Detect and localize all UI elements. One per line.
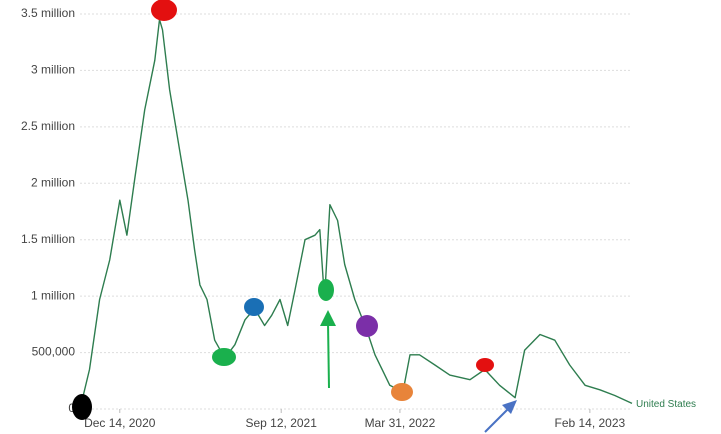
line [79, 18, 633, 410]
annotations [72, 0, 517, 433]
annotation-arrow-head [502, 400, 517, 414]
y-tick-label: 3 million [31, 63, 75, 77]
annotation-arrow [327, 321, 330, 389]
y-tick-label: 1.5 million [21, 232, 75, 246]
annotation-marker [476, 358, 494, 372]
annotation-arrow [484, 408, 509, 433]
annotation-marker [151, 0, 177, 21]
annotation-marker [391, 383, 413, 401]
plot: 0 500,000 1 million 1.5 million 2 million 2.5… [21, 6, 696, 430]
y-tick-label: 1 million [31, 288, 75, 302]
x-tick-label: Feb 14, 2023 [554, 416, 625, 430]
series-label: United States [636, 399, 696, 410]
annotation-marker [72, 394, 92, 420]
annotation-marker [244, 298, 264, 316]
annotation-marker [318, 279, 334, 301]
y-tick-label: 500,000 [32, 345, 76, 359]
y-tick-label: 2.5 million [21, 119, 75, 133]
x-tick-label: Dec 14, 2020 [84, 416, 156, 430]
x-tick-label: Sep 12, 2021 [246, 416, 318, 430]
y-tick-label: 3.5 million [21, 6, 75, 20]
annotation-arrow-head [320, 310, 336, 326]
y-tick-label: 2 million [31, 175, 75, 189]
x-tick-label: Mar 31, 2022 [365, 416, 436, 430]
annotation-marker [356, 315, 378, 337]
annotation-marker [212, 348, 236, 366]
y-tick-label: 0 [68, 401, 75, 415]
